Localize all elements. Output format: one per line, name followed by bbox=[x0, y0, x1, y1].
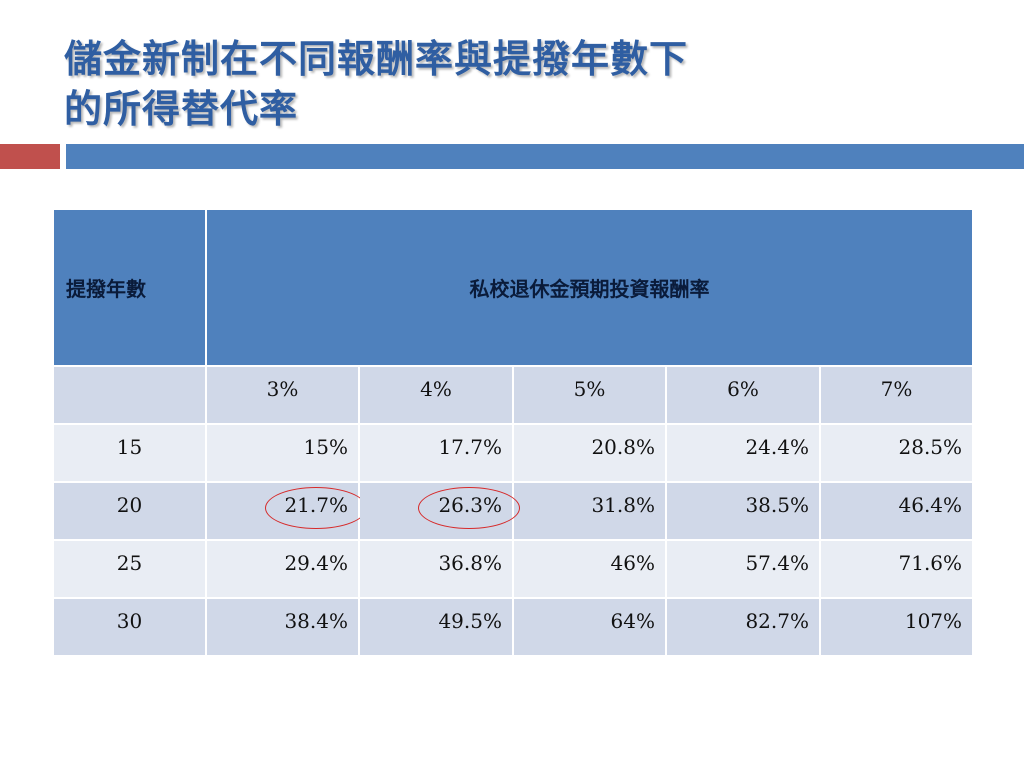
rate-cell: 7% bbox=[818, 365, 975, 425]
table-header-row: 提撥年數 私校退休金預期投資報酬率 bbox=[52, 208, 975, 367]
table-row: 25 29.4% 36.8% 46% 57.4% 71.6% bbox=[52, 539, 975, 599]
value-cell: 20.8% bbox=[512, 423, 667, 483]
value-cell: 24.4% bbox=[665, 423, 821, 483]
rate-cell: 4% bbox=[358, 365, 514, 425]
value-cell: 38.4% bbox=[205, 597, 360, 657]
rates-row: 3% 4% 5% 6% 7% bbox=[52, 365, 975, 425]
table-row: 20 21.7% 26.3% 31.8% 38.5% 46.4% bbox=[52, 481, 975, 541]
years-cell: 15 bbox=[52, 423, 207, 483]
rates-row-blank bbox=[52, 365, 207, 425]
red-circle-marker bbox=[418, 487, 520, 529]
accent-bar-red bbox=[0, 144, 60, 169]
value-cell: 46% bbox=[512, 539, 667, 599]
slide-title-line1: 儲金新制在不同報酬率與提撥年數下 bbox=[64, 37, 689, 81]
table-row: 15 15% 17.7% 20.8% 24.4% 28.5% bbox=[52, 423, 975, 483]
value-cell: 82.7% bbox=[665, 597, 821, 657]
rate-cell: 6% bbox=[665, 365, 821, 425]
replacement-rate-table: 提撥年數 私校退休金預期投資報酬率 3% 4% 5% 6% 7% 15 15% … bbox=[52, 208, 975, 657]
value-cell: 49.5% bbox=[358, 597, 514, 657]
value-cell: 57.4% bbox=[665, 539, 821, 599]
value-cell: 31.8% bbox=[512, 481, 667, 541]
years-cell: 20 bbox=[52, 481, 207, 541]
value-cell: 29.4% bbox=[205, 539, 360, 599]
rate-cell: 5% bbox=[512, 365, 667, 425]
value-cell: 107% bbox=[818, 597, 975, 657]
value-cell: 36.8% bbox=[358, 539, 514, 599]
years-cell: 25 bbox=[52, 539, 207, 599]
value-cell: 28.5% bbox=[818, 423, 975, 483]
header-years: 提撥年數 bbox=[52, 208, 207, 367]
slide-title-line2: 的所得替代率 bbox=[64, 87, 299, 131]
value-cell-highlighted: 21.7% bbox=[205, 481, 367, 541]
value-cell: 38.5% bbox=[665, 481, 821, 541]
red-circle-marker bbox=[265, 487, 367, 529]
value-cell: 46.4% bbox=[818, 481, 975, 541]
table-row: 30 38.4% 49.5% 64% 82.7% 107% bbox=[52, 597, 975, 657]
value-cell: 17.7% bbox=[358, 423, 514, 483]
header-rates: 私校退休金預期投資報酬率 bbox=[204, 208, 975, 367]
accent-bar-blue bbox=[66, 144, 1024, 169]
value-cell: 15% bbox=[205, 423, 360, 483]
years-cell: 30 bbox=[52, 597, 207, 657]
rate-cell: 3% bbox=[205, 365, 360, 425]
slide-title: 儲金新制在不同報酬率與提撥年數下 的所得替代率 bbox=[64, 34, 688, 134]
value-cell: 71.6% bbox=[818, 539, 975, 599]
value-cell: 64% bbox=[512, 597, 667, 657]
value-cell-highlighted: 26.3% bbox=[358, 481, 520, 541]
